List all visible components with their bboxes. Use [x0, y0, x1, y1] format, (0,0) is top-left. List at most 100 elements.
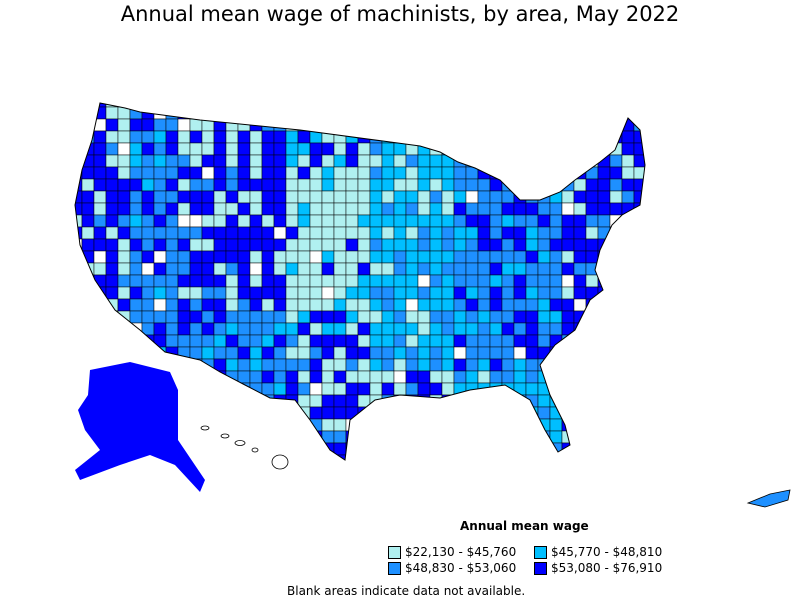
- area-region: [177, 382, 191, 396]
- area-region: [345, 142, 359, 156]
- area-region: [453, 130, 467, 144]
- area-region: [225, 310, 239, 324]
- area-region: [189, 106, 203, 120]
- area-region: [345, 190, 359, 204]
- area-region: [501, 286, 515, 300]
- area-region: [597, 103, 611, 108]
- area-region: [369, 118, 383, 132]
- area-region: [477, 118, 491, 132]
- area-region: [501, 118, 515, 132]
- area-region: [429, 103, 443, 108]
- area-region: [405, 346, 419, 360]
- area-region: [237, 322, 251, 336]
- area-region: [105, 214, 119, 228]
- area-region: [297, 106, 311, 120]
- area-region: [297, 238, 311, 252]
- area-region: [249, 430, 263, 444]
- area-region: [477, 142, 491, 156]
- area-region: [273, 430, 287, 444]
- area-region: [177, 394, 191, 408]
- area-region: [225, 394, 239, 408]
- area-region: [621, 322, 635, 336]
- area-region: [189, 310, 203, 324]
- area-region: [405, 202, 419, 216]
- area-region: [405, 274, 419, 288]
- area-region: [537, 118, 551, 132]
- area-region: [394, 467, 406, 479]
- area-region: [526, 467, 538, 479]
- area-region: [477, 286, 491, 300]
- area-region: [273, 106, 287, 120]
- area-region: [537, 418, 551, 432]
- area-region: [213, 370, 227, 384]
- area-region: [501, 310, 515, 324]
- area-region: [561, 214, 575, 228]
- area-region: [561, 298, 575, 312]
- area-region: [117, 178, 131, 192]
- area-region: [189, 274, 203, 288]
- area-region: [513, 298, 527, 312]
- area-region: [81, 286, 95, 300]
- area-region: [142, 467, 154, 479]
- area-region: [465, 418, 479, 432]
- area-region: [585, 382, 599, 396]
- area-region: [237, 298, 251, 312]
- area-region: [549, 178, 563, 192]
- area-region: [525, 214, 539, 228]
- area-region: [81, 310, 95, 324]
- area-region: [369, 190, 383, 204]
- area-region: [141, 286, 155, 300]
- area-region: [381, 214, 395, 228]
- area-region: [381, 322, 395, 336]
- area-region: [93, 298, 107, 312]
- area-region: [489, 214, 503, 228]
- area-region: [573, 358, 587, 372]
- area-region: [393, 118, 407, 132]
- area-region: [453, 190, 467, 204]
- area-region: [573, 190, 587, 204]
- area-region: [525, 250, 539, 264]
- area-region: [261, 178, 275, 192]
- area-region: [501, 178, 515, 192]
- area-region: [477, 418, 491, 432]
- area-region: [477, 178, 491, 192]
- area-region: [213, 382, 227, 396]
- area-region: [633, 106, 645, 120]
- area-region: [261, 103, 275, 108]
- area-region: [75, 226, 83, 240]
- area-region: [477, 358, 491, 372]
- area-region: [634, 467, 646, 479]
- area-region: [213, 346, 227, 360]
- area-region: [345, 103, 359, 108]
- area-region: [561, 118, 575, 132]
- area-region: [165, 202, 179, 216]
- area-region: [297, 370, 311, 384]
- area-region: [621, 418, 635, 432]
- area-region: [537, 310, 551, 324]
- area-region: [454, 467, 466, 479]
- area-region: [525, 190, 539, 204]
- area-region: [525, 418, 539, 432]
- area-region: [237, 202, 251, 216]
- area-region: [249, 394, 263, 408]
- area-region: [585, 430, 599, 444]
- area-region: [537, 334, 551, 348]
- area-region: [465, 370, 479, 384]
- area-region: [333, 358, 347, 372]
- area-region: [81, 118, 95, 132]
- area-region: [273, 394, 287, 408]
- area-region: [298, 467, 310, 479]
- area-region: [105, 286, 119, 300]
- area-region: [621, 142, 635, 156]
- area-region: [585, 130, 599, 144]
- area-region: [141, 250, 155, 264]
- area-region: [465, 334, 479, 348]
- area-region: [405, 286, 419, 300]
- area-region: [117, 334, 131, 348]
- area-region: [441, 430, 455, 444]
- area-region: [525, 103, 539, 108]
- area-region: [381, 346, 395, 360]
- area-region: [165, 130, 179, 144]
- area-region: [453, 310, 467, 324]
- area-region: [105, 142, 119, 156]
